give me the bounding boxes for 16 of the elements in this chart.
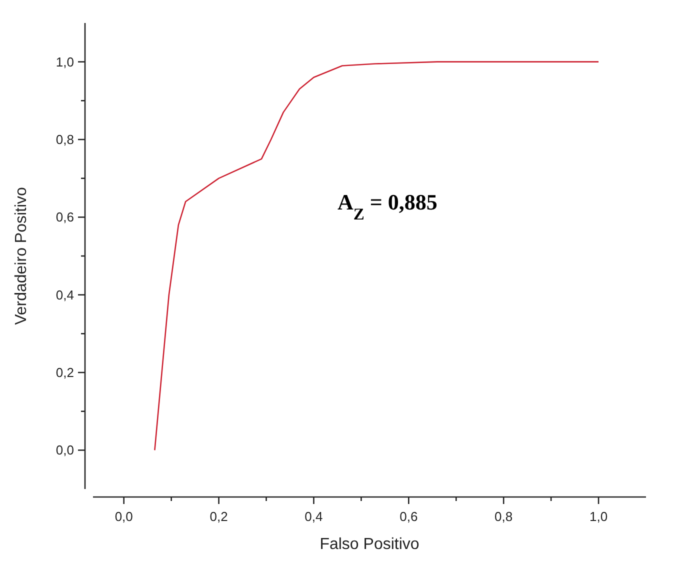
x-tick-label: 0,8 bbox=[494, 509, 513, 524]
x-tick-label: 0,4 bbox=[304, 509, 323, 524]
x-axis-title: Falso Positivo bbox=[320, 536, 420, 553]
x-tick-label: 0,0 bbox=[114, 509, 133, 524]
y-tick-label: 0,6 bbox=[56, 210, 74, 225]
x-tick-label: 0,6 bbox=[400, 509, 418, 524]
annotation: A$_{Z}$ = 0,885 bbox=[337, 189, 438, 223]
x-tick-label: 0,2 bbox=[210, 509, 228, 524]
y-tick-label: 0,4 bbox=[56, 287, 74, 302]
y-axis-title: Verdadeiro Positivo bbox=[13, 186, 30, 325]
y-tick-label: 1,0 bbox=[56, 54, 74, 70]
y-tick-label: 0,8 bbox=[56, 132, 74, 147]
x-tick-label: 1,0 bbox=[589, 509, 608, 524]
y-tick-label: 0,0 bbox=[56, 442, 74, 458]
y-tick-label: 0,2 bbox=[56, 365, 74, 380]
line-series bbox=[154, 61, 600, 451]
